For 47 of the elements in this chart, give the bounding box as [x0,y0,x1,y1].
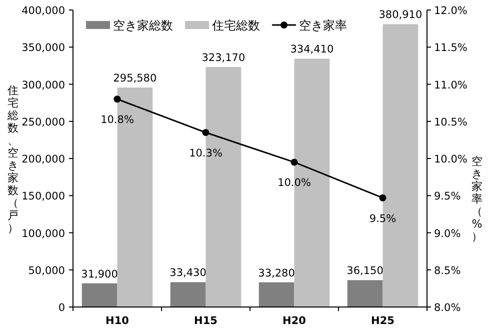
y-axis-title: 住宅総数、空き家数（戸） [8,84,18,234]
data-label: 36,150 [346,265,384,278]
bar [258,282,294,307]
y-tick-label: 100,000 [22,228,65,240]
data-label: 33,430 [170,267,206,280]
x-tick-label: H15 [194,315,218,327]
data-label: 10.0% [278,177,311,190]
y2-tick-label: 11.0% [434,79,468,92]
data-label: 334,410 [290,44,334,56]
bar [82,283,118,307]
y-tick-label: 350,000 [22,42,65,54]
point [379,194,386,202]
point [114,96,121,103]
y-tick-label: 200,000 [22,154,65,166]
y-tick-label: 150,000 [22,190,65,203]
point [290,158,298,166]
data-label: 295,580 [113,72,157,85]
y2-tick-label: 10.0% [434,154,468,166]
y2-tick-label: 8.0% [434,302,461,314]
point [202,129,210,136]
data-label: 31,900 [81,268,118,280]
data-label: 33,280 [258,267,295,280]
data-label: 380,910 [378,9,422,22]
y2-tick-label: 12.0% [434,5,468,17]
y2-tick-label: 11.5% [434,42,468,54]
bar [170,282,206,307]
data-label: 10.8% [100,114,134,126]
y2-axis-title: 空き家率（%） [472,155,482,243]
y2-tick-label: 8.5% [434,264,461,277]
data-label: 9.5% [369,212,396,225]
y2-tick-label: 9.5% [434,190,461,203]
bar [347,280,383,307]
y2-tick-label: 9.0% [434,228,461,240]
y-tick-label: 400,000 [22,5,65,17]
y-tick-label: 300,000 [22,79,65,92]
y-tick-label: 250,000 [22,116,65,128]
x-tick-label: H10 [106,315,129,327]
y-tick-label: 50,000 [28,264,65,277]
legend-label: 住宅総数 [211,18,260,32]
y2-tick-label: 10.5% [434,116,468,128]
x-tick-label: H20 [282,315,306,327]
data-label: 323,170 [202,52,246,64]
legend-label: 空き家総数 [113,18,173,32]
x-tick-label: H25 [371,315,394,327]
y-tick-label: 0 [58,302,65,314]
data-label: 10.3% [189,148,222,160]
legend-label: 空き家率 [299,18,347,32]
